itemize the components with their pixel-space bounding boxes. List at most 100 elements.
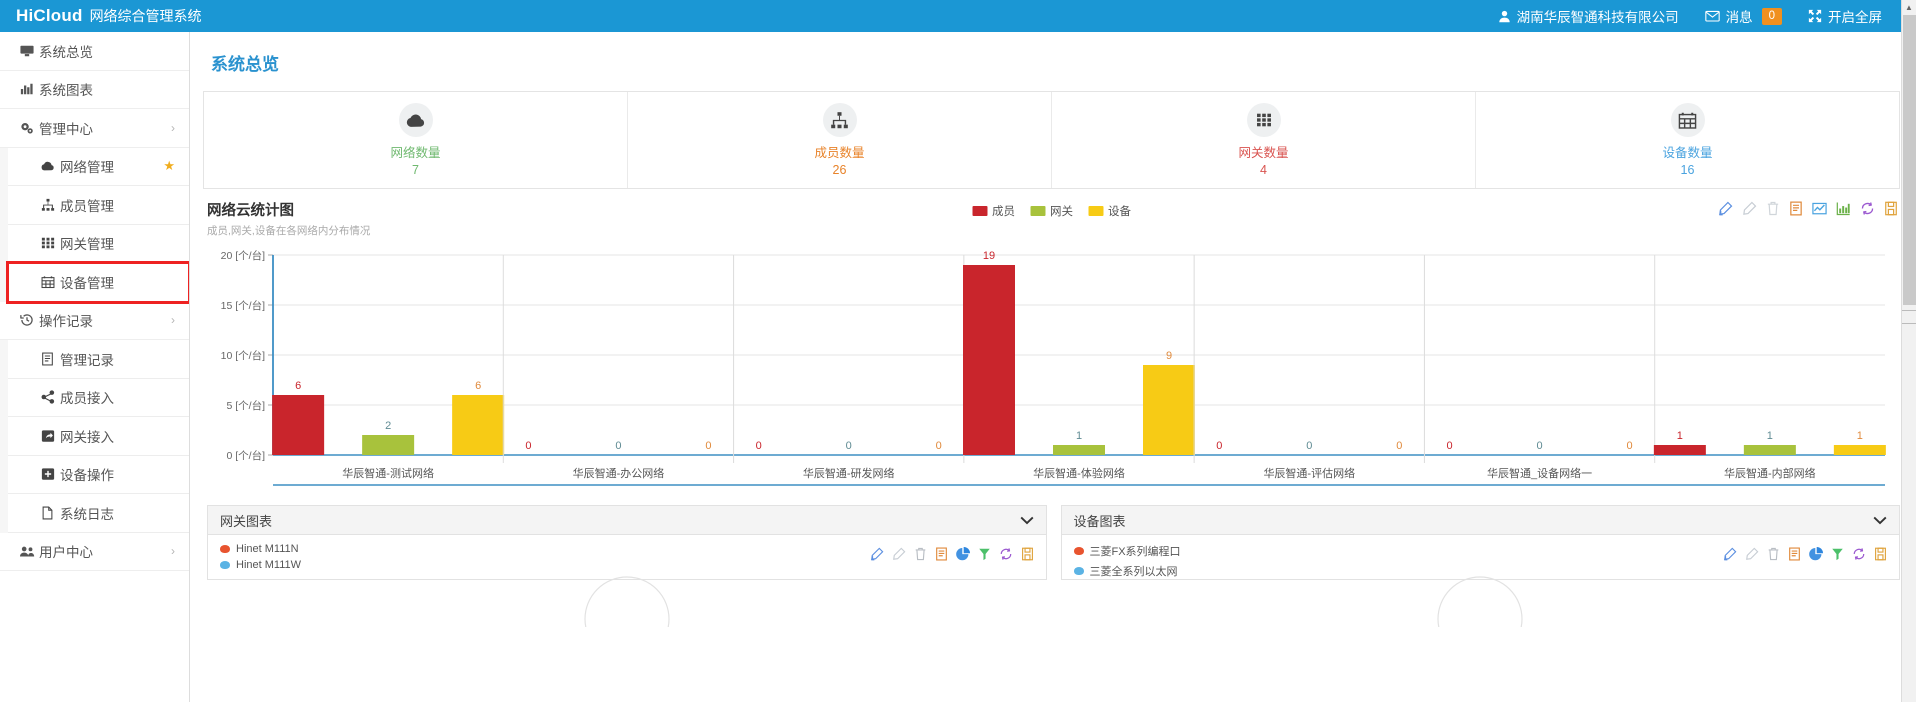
sidebar-item-system-charts[interactable]: 系统图表 — [0, 71, 189, 109]
pie-chart-icon[interactable] — [1809, 546, 1823, 561]
gateway-chart-toolbar — [870, 546, 1034, 561]
edit-pencil-icon[interactable] — [1745, 547, 1759, 561]
list-document-icon[interactable] — [935, 547, 948, 561]
sidebar-item-member-management[interactable]: 成员管理 — [8, 186, 189, 225]
main-content: 系统总览 网络数量 7 成员数量 26 网关数量 — [190, 32, 1916, 702]
top-header-bar: HiCloud 网络综合管理系统 湖南华辰智通科技有限公司 消息 0 开启全屏 — [0, 0, 1916, 32]
sidebar-item-system-log[interactable]: 系统日志 — [8, 494, 189, 533]
y-axis-tick-label: 0 [个/台] — [226, 449, 265, 462]
sidebar-item-operation-records[interactable]: 操作记录 › — [0, 302, 189, 340]
device-chart-toolbar — [1723, 546, 1887, 561]
refresh-icon[interactable] — [1852, 547, 1866, 561]
legend-dot — [1073, 547, 1084, 555]
legend-item[interactable]: Hinet M111N — [220, 543, 1036, 555]
sidebar-submenu-management: 网络管理 ★ 成员管理 网关管理 设备管理 — [0, 147, 189, 304]
sidebar-item-device-operations[interactable]: 设备操作 — [8, 455, 189, 494]
bar-value-label: 0 — [1396, 440, 1402, 452]
sidebar-item-network-management[interactable]: 网络管理 ★ — [8, 147, 189, 186]
bottom-panels: 网关图表 Hinet M111N Hinet M111W — [203, 505, 1900, 627]
scrollbar-thumb[interactable] — [1903, 15, 1916, 305]
sidebar-item-device-management[interactable]: 设备管理 — [6, 261, 189, 304]
sidebar-item-management-records[interactable]: 管理记录 — [8, 340, 189, 379]
x-axis-tick-label: 华辰智通-测试网络 — [342, 466, 434, 480]
filter-icon[interactable] — [1831, 547, 1844, 561]
list-document-icon[interactable] — [1789, 201, 1803, 216]
refresh-icon[interactable] — [1860, 201, 1875, 216]
brand-logo[interactable]: HiCloud 网络综合管理系统 — [16, 6, 202, 26]
list-document-icon[interactable] — [1788, 547, 1801, 561]
sidebar-submenu-records: 管理记录 成员接入 网关接入 设备操作 — [0, 340, 189, 533]
x-axis-tick-label: 华辰智通-体验网络 — [1033, 466, 1125, 480]
sidebar-label: 成员接入 — [60, 391, 114, 407]
calendar-icon — [1670, 103, 1705, 137]
sidebar-item-user-center[interactable]: 用户中心 › — [0, 533, 189, 571]
cloud-icon — [398, 103, 433, 137]
x-axis-tick-label: 华辰智通-评估网络 — [1263, 466, 1355, 480]
sidebar-item-gateway-management[interactable]: 网关管理 — [8, 224, 189, 263]
bar-value-label: 1 — [1677, 430, 1683, 442]
scroll-up-arrow-icon[interactable]: ▲ — [1902, 0, 1916, 15]
refresh-icon[interactable] — [999, 547, 1013, 561]
legend-item[interactable]: Hinet M111W — [220, 559, 1036, 571]
gateway-chart-panel-header[interactable]: 网关图表 — [208, 506, 1046, 535]
trash-icon[interactable] — [1767, 547, 1780, 561]
sidebar-label: 设备操作 — [60, 468, 114, 484]
page-scrollbar[interactable]: ▲ — [1901, 0, 1916, 702]
chart-bar — [272, 395, 325, 455]
fullscreen-button[interactable]: 开启全屏 — [1808, 6, 1882, 26]
edit-pencil-icon[interactable] — [892, 547, 906, 561]
chevron-down-icon[interactable] — [1020, 513, 1034, 528]
legend-item[interactable]: 三菱全系列以太网 — [1073, 563, 1890, 579]
trash-icon[interactable] — [1766, 201, 1780, 216]
company-account[interactable]: 湖南华辰智通科技有限公司 — [1498, 6, 1679, 26]
sidebar-label: 系统图表 — [39, 83, 93, 99]
chart-title-block: 网络云统计图 成员,网关,设备在各网络内分布情况 — [203, 199, 370, 238]
filter-icon[interactable] — [978, 547, 991, 561]
messages-label: 消息 — [1725, 10, 1753, 25]
legend-swatch — [1088, 206, 1103, 216]
bar-chart-svg: 0 [个/台] 5 [个/台] 10 [个/台] 15 [个/台] 20 [个/台] 6 2… — [221, 249, 1886, 486]
stat-value: 26 — [832, 163, 847, 177]
stat-card-gateway-count[interactable]: 网关数量 4 — [1052, 92, 1476, 188]
sidebar-item-management-center[interactable]: 管理中心 › — [0, 109, 189, 148]
sidebar-label: 操作记录 — [39, 314, 93, 330]
sidebar-item-member-access[interactable]: 成员接入 — [8, 378, 189, 417]
legend-item[interactable]: 三菱FX系列编程口 — [1073, 543, 1890, 559]
edit-pencil-add-icon[interactable] — [1723, 547, 1737, 561]
edit-pencil-add-icon[interactable] — [1718, 201, 1733, 216]
chart-title: 网络云统计图 — [207, 203, 294, 219]
sidebar-label: 网关管理 — [60, 237, 114, 253]
legend-item-device[interactable]: 设备 — [1088, 203, 1131, 219]
bar-value-label: 1 — [1076, 430, 1082, 442]
sidebar-item-gateway-access[interactable]: 网关接入 — [8, 417, 189, 456]
save-icon[interactable] — [1874, 547, 1887, 561]
x-axis-tick-label: 华辰智通_设备网络一 — [1487, 466, 1592, 480]
stat-card-device-count[interactable]: 设备数量 16 — [1476, 92, 1899, 188]
bar-chart-icon[interactable] — [1836, 201, 1851, 216]
sidebar-item-system-overview[interactable]: 系统总览 — [0, 32, 189, 71]
bar-value-label: 9 — [1166, 350, 1172, 362]
chevron-right-icon: › — [171, 120, 175, 135]
save-icon[interactable] — [1021, 547, 1034, 561]
stat-value: 7 — [412, 163, 419, 177]
save-icon[interactable] — [1884, 201, 1898, 216]
stat-card-network-count[interactable]: 网络数量 7 — [204, 92, 628, 188]
y-axis-tick-label: 5 [个/台] — [226, 399, 265, 412]
line-chart-icon[interactable] — [1812, 201, 1827, 216]
chart-bar — [452, 395, 505, 455]
legend-item-member[interactable]: 成员 — [972, 203, 1015, 219]
header-actions: 湖南华辰智通科技有限公司 消息 0 开启全屏 — [1498, 6, 1904, 26]
favorite-star-icon[interactable]: ★ — [163, 158, 175, 174]
device-chart-panel-header[interactable]: 设备图表 — [1061, 506, 1899, 535]
trash-icon[interactable] — [914, 547, 927, 561]
bar-value-label: 0 — [1537, 440, 1543, 452]
stat-card-member-count[interactable]: 成员数量 26 — [628, 92, 1052, 188]
edit-pencil-icon[interactable] — [1742, 201, 1757, 216]
chevron-down-icon[interactable] — [1873, 513, 1887, 528]
pie-chart-icon[interactable] — [955, 546, 970, 561]
legend-swatch — [972, 206, 987, 216]
expand-arrows-icon — [1808, 9, 1822, 23]
legend-item-gateway[interactable]: 网关 — [1030, 203, 1073, 219]
edit-pencil-add-icon[interactable] — [870, 547, 884, 561]
messages-button[interactable]: 消息 0 — [1704, 6, 1782, 26]
